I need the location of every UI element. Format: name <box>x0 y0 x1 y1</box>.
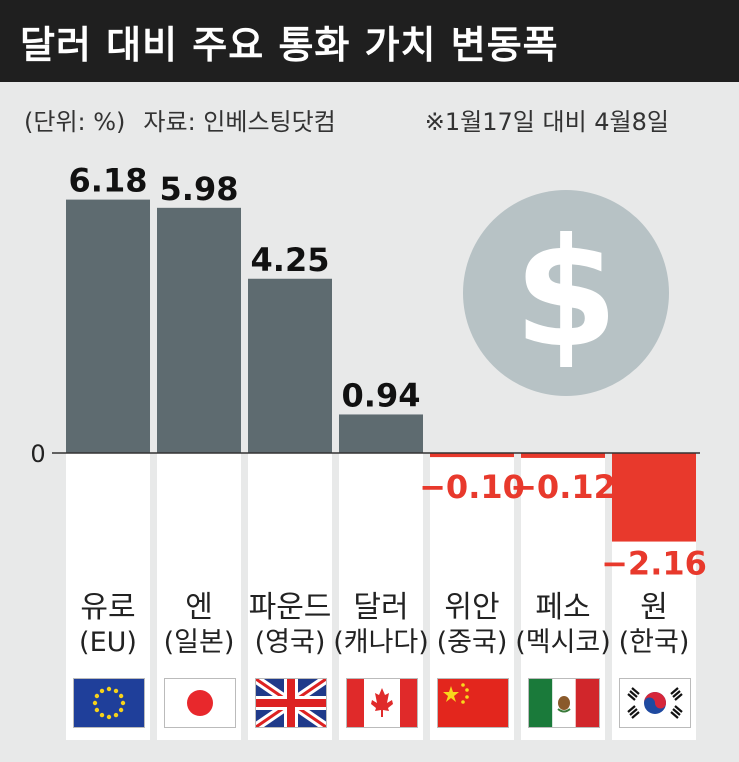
category-label: 엔 (일본) <box>151 590 247 660</box>
dollar-coin-icon: $ <box>463 190 669 396</box>
category-label: 원 (한국) <box>606 590 702 660</box>
currency-name: 위안 <box>444 590 500 625</box>
zero-tick-label: 0 <box>30 440 45 468</box>
eu-flag-icon <box>73 678 145 728</box>
japan-flag-icon <box>164 678 236 728</box>
country-name: (EU) <box>79 627 137 658</box>
value-label-1: 6.18 <box>69 162 148 200</box>
currency-name: 파운드 <box>248 590 332 625</box>
unit-label: (단위: %) <box>24 108 126 136</box>
bar-3 <box>248 278 332 453</box>
country-name: (멕시코) <box>515 627 611 658</box>
canada-flag-icon <box>346 678 418 728</box>
value-label-6: −0.12 <box>510 468 616 506</box>
period-note: ※1월17일 대비 4월8일 <box>424 108 669 136</box>
bar-5 <box>430 453 514 458</box>
korea-flag-icon <box>619 678 691 728</box>
currency-name: 엔 <box>185 590 213 625</box>
chart-subtitle: (단위: %) 자료: 인베스팅닷컴 <box>24 102 336 137</box>
value-label-7: −2.16 <box>601 545 707 583</box>
chart-title: 달러 대비 주요 통화 가치 변동폭 <box>20 23 559 67</box>
currency-name: 달러 <box>353 590 409 625</box>
category-label: 달러 (캐나다) <box>333 590 429 660</box>
category-label: 위안 (중국) <box>424 590 520 660</box>
bar-2 <box>157 207 241 453</box>
value-label-2: 5.98 <box>160 170 239 208</box>
source-label: 자료: 인베스팅닷컴 <box>143 108 336 136</box>
category-label: 유로 (EU) <box>60 590 156 660</box>
category-label: 파운드 (영국) <box>242 590 338 660</box>
value-label-3: 4.25 <box>251 241 330 279</box>
value-label-5: −0.10 <box>419 468 525 506</box>
uk-flag-icon <box>255 678 327 728</box>
country-name: (영국) <box>254 627 326 658</box>
bar-6 <box>521 453 605 458</box>
currency-name: 페소 <box>535 590 591 625</box>
country-name: (캐나다) <box>333 627 429 658</box>
title-bar: 달러 대비 주요 통화 가치 변동폭 <box>0 0 739 82</box>
country-name: (일본) <box>163 627 235 658</box>
bar-1 <box>66 199 150 453</box>
currency-name: 유로 <box>80 590 136 625</box>
bar-4 <box>339 414 423 453</box>
svg-text:$: $ <box>514 207 618 381</box>
country-name: (한국) <box>618 627 690 658</box>
bar-7 <box>612 453 696 542</box>
country-name: (중국) <box>436 627 508 658</box>
value-label-4: 0.94 <box>342 376 421 414</box>
category-label: 페소 (멕시코) <box>515 590 611 660</box>
currency-name: 원 <box>640 590 668 625</box>
china-flag-icon <box>437 678 509 728</box>
mexico-flag-icon <box>528 678 600 728</box>
